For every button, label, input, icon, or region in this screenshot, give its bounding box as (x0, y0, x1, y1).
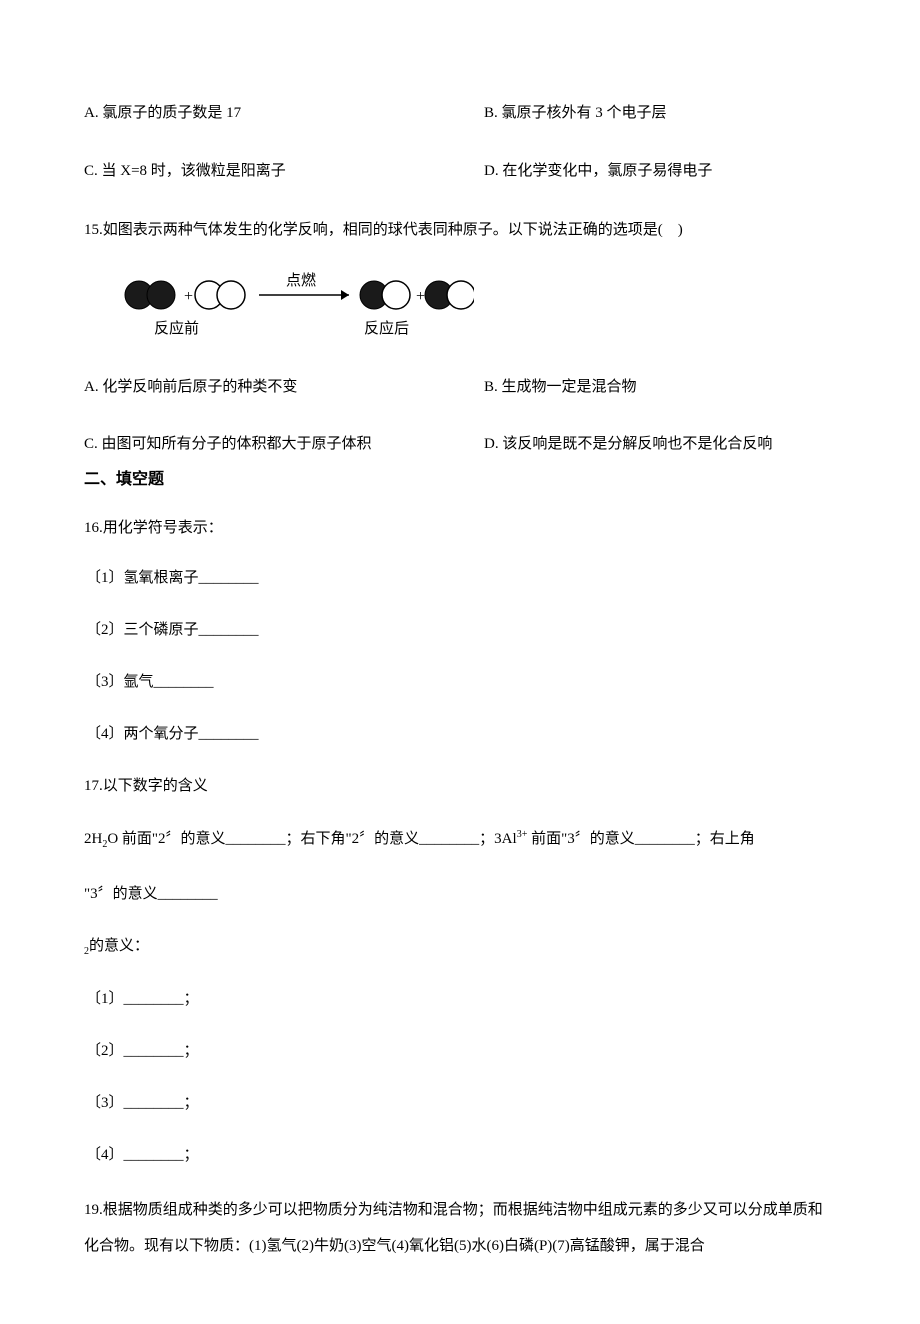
q18-item-3: 〔3〕________； (86, 1088, 836, 1118)
q14-option-c: C. 当 X=8 时，该微粒是阳离子 (84, 163, 286, 179)
q15-option-a: A. 化学反响前后原子的种类不变 (84, 379, 297, 395)
q16-item-1: 〔1〕氢氧根离子________ (86, 563, 836, 593)
q14-option-d: D. 在化学变化中，氯原子易得电子 (484, 163, 712, 179)
q15-stem: 15.如图表示两种气体发生的化学反响，相同的球代表同种原子。以下说法正确的选项是… (84, 215, 836, 245)
q16-stem: 16.用化学符号表示： (84, 513, 836, 543)
q18-stem-text: 的意义： (89, 938, 149, 954)
q14-option-b: B. 氯原子核外有 3 个电子层 (484, 105, 667, 121)
q14-option-a: A. 氯原子的质子数是 17 (84, 105, 241, 121)
q17-mid2: 前面"3〞的意义________；右上角 (527, 831, 754, 847)
q18-item-1: 〔1〕________； (86, 984, 836, 1014)
q15-option-d: D. 该反响是既不是分解反响也不是化合反响 (484, 436, 772, 452)
before-label: 反应前 (154, 319, 199, 337)
q18-item-2: 〔2〕________； (86, 1036, 836, 1066)
q17-line-1: 2H2O 前面"2〞的意义________；右下角"2〞的意义________；… (84, 821, 836, 857)
q16-item-4: 〔4〕两个氧分子________ (86, 719, 836, 749)
q16-item-3: 〔3〕氩气________ (86, 667, 836, 697)
q18-item-4: 〔4〕________； (86, 1140, 836, 1170)
q18-stem: 2的意义： (84, 931, 836, 962)
section-2-title: 二、填空题 (84, 467, 836, 493)
q17-mid1: O 前面"2〞的意义________；右下角"2〞的意义________；3Al (107, 831, 516, 847)
q17-stem: 17.以下数字的含义 (84, 771, 836, 801)
q17-prefix: 2H (84, 831, 102, 847)
after-label: 反应后 (364, 319, 409, 337)
q15-diagram: + 点燃 + 反应前 反应后 (114, 265, 836, 354)
ignite-label: 点燃 (286, 271, 316, 289)
q15-option-c: C. 由图可知所有分子的体积都大于原子体积 (84, 436, 372, 452)
q16-item-2: 〔2〕三个磷原子________ (86, 615, 836, 645)
q15-option-b: B. 生成物一定是混合物 (484, 379, 637, 395)
svg-text:+: + (416, 288, 425, 305)
q17-sup1: 3+ (517, 829, 528, 840)
q19-text: 19.根据物质组成种类的多少可以把物质分为纯洁物和混合物；而根据纯洁物中组成元素… (84, 1192, 836, 1264)
svg-text:+: + (184, 288, 193, 305)
q17-line-2: "3〞的意义________ (84, 879, 836, 909)
